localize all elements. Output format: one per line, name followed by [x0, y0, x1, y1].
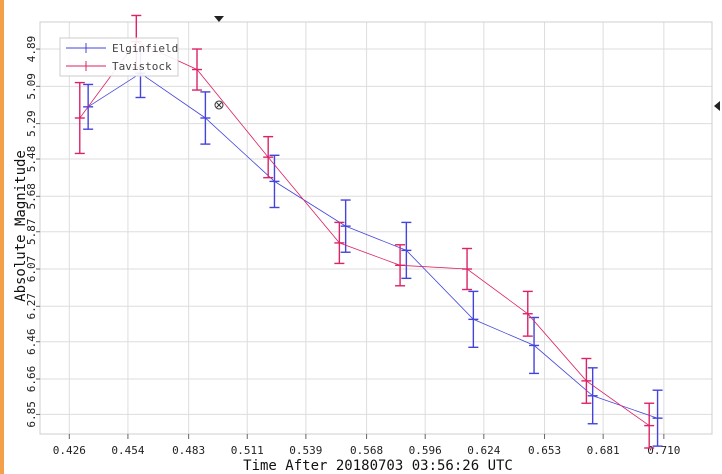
data-point[interactable] — [200, 91, 211, 145]
x-tick-label: 0.426 — [53, 444, 86, 457]
data-point[interactable] — [587, 367, 598, 425]
x-axis-title: Time After 20180703 03:56:26 UTC — [243, 458, 513, 474]
data-point[interactable] — [334, 221, 345, 265]
x-tick-label: 0.511 — [231, 444, 264, 457]
data-point[interactable] — [401, 221, 412, 280]
data-point[interactable] — [269, 154, 280, 209]
y-tick-label: 5.68 — [25, 183, 38, 210]
x-tick-label: 0.653 — [528, 444, 561, 457]
y-marker-icon — [714, 101, 720, 111]
data-point[interactable] — [529, 316, 540, 375]
x-tick-label: 0.710 — [647, 444, 680, 457]
data-point[interactable] — [652, 389, 663, 447]
x-tick-label: 0.454 — [111, 444, 144, 457]
legend-label-elginfield: Elginfield — [112, 42, 178, 55]
series-tavistock — [74, 14, 655, 449]
y-tick-label: 4.89 — [25, 36, 38, 63]
data-point[interactable] — [192, 48, 203, 91]
y-tick-label: 6.66 — [25, 366, 38, 393]
series-line — [87, 72, 658, 419]
series-layer — [74, 14, 663, 449]
plot-frame — [39, 21, 713, 435]
window-edge-strip — [0, 0, 4, 474]
y-axis-title: Absolute Magnitude — [13, 150, 29, 302]
x-tick-label: 0.568 — [350, 444, 383, 457]
legend: Elginfield Tavistock — [59, 37, 179, 77]
data-point[interactable] — [263, 135, 274, 179]
legend-entry-tavistock[interactable]: Tavistock — [66, 60, 172, 73]
legend-entry-elginfield[interactable]: Elginfield — [66, 42, 178, 55]
data-point[interactable] — [581, 357, 592, 404]
series-elginfield — [83, 48, 663, 447]
x-tick-label: 0.624 — [467, 444, 500, 457]
x-axis: 0.426 0.454 0.483 0.511 0.539 0.568 0.596 0.624… — [53, 434, 680, 457]
y-tick-label: 6.85 — [25, 401, 38, 428]
y-tick-label: 5.48 — [25, 146, 38, 173]
data-point[interactable] — [462, 247, 473, 291]
data-point[interactable] — [644, 402, 655, 449]
x-marker-icon — [214, 16, 224, 22]
y-tick-label: 5.09 — [25, 73, 38, 100]
data-point[interactable] — [468, 290, 479, 349]
y-axis: 4.89 5.09 5.29 5.48 5.68 5.87 6.07 6.27 6.46 6.66… — [25, 36, 40, 428]
data-point[interactable] — [395, 244, 406, 287]
data-point[interactable] — [340, 199, 351, 253]
x-tick-label: 0.539 — [289, 444, 322, 457]
x-tick-label: 0.596 — [409, 444, 442, 457]
legend-label-tavistock: Tavistock — [112, 60, 172, 73]
y-tick-label: 5.29 — [25, 110, 38, 137]
cursor-target-icon — [214, 100, 224, 110]
x-tick-label: 0.681 — [587, 444, 620, 457]
y-tick-label: 6.27 — [25, 293, 38, 320]
data-point[interactable] — [74, 81, 85, 155]
y-tick-label: 6.46 — [25, 328, 38, 355]
data-point[interactable] — [522, 290, 533, 337]
y-tick-label: 5.87 — [25, 218, 38, 245]
grid-lines — [40, 22, 712, 434]
x-tick-label: 0.483 — [172, 444, 205, 457]
legend-box — [59, 37, 179, 77]
y-tick-label: 6.07 — [25, 256, 38, 283]
